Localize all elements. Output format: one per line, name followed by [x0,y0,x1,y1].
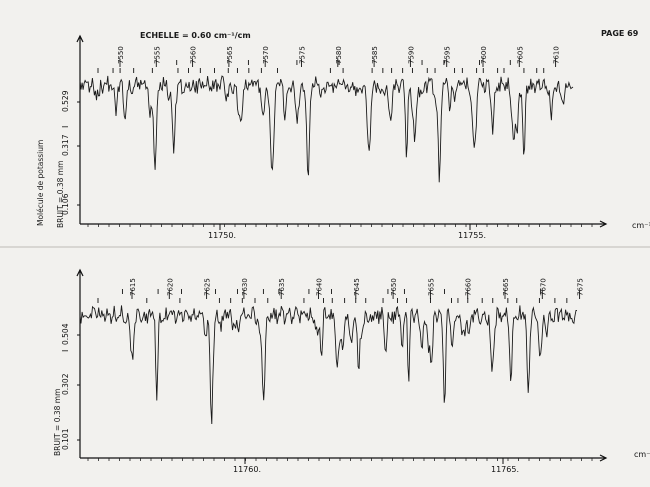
chart-1-line-label: 7585 [371,46,379,64]
divider [0,246,650,248]
chart-1-line-label: 7550 [117,46,125,64]
chart-1-y-arrow [76,34,84,43]
chart-2-line-label: 7625 [204,278,212,296]
scale-label: ECHELLE = 0.60 cm⁻¹/cm [140,31,251,40]
chart-1-line-label: 7590 [407,46,415,64]
chart-2-line-label: 7615 [129,278,137,296]
chart-1-line-label: 7565 [226,46,234,64]
chart-1-y-tick-label: 0.106 [61,193,70,215]
page-number: PAGE 69 [601,29,639,38]
chart-2-line-label: 7640 [316,278,324,296]
chart-2-x-tick-label: 11760. [233,465,261,474]
chart-2-line-label: 7650 [390,278,398,296]
chart-1-line-label: 7600 [480,46,488,64]
chart-1-y-tick-label: 0.317 [61,134,70,156]
chart-2-line-label: 7655 [427,278,435,296]
chart-2-line-label: 7645 [353,278,361,296]
chart-2-line-label: 7620 [166,278,174,296]
chart-2-line-label: 7675 [577,278,585,296]
chart-2-line-label: 7670 [539,278,547,296]
chart-2-y-tick-label: 0.302 [61,373,70,395]
chart-2-line-label: 7635 [278,278,286,296]
chart-2-line-label: 7665 [502,278,510,296]
chart-1-line-label: 7555 [153,46,161,64]
chart-2-spectrum-line [79,305,577,425]
chart-1-line-label: 7610 [553,46,561,64]
chart-2-y-label: I [61,350,70,352]
chart-2-x-unit-label: cm⁻ [634,450,650,459]
chart-2-y-tick-label: 0.101 [61,428,70,450]
chart-2-x-arrow [599,454,608,462]
chart-1-x-unit-label: cm⁻¹ [632,221,650,230]
chart-1-line-label: 7560 [190,46,198,64]
chart-1-line-label: 7575 [299,46,307,64]
chart-1-x-tick-label: 11750. [208,231,236,240]
chart-2-y-tick-label: 0.504 [61,323,70,345]
chart-2-x-tick-label: 11765. [491,465,519,474]
chart-2-line-label: 7630 [241,278,249,296]
chart-1-line-label: 7605 [516,46,524,64]
chart-1-line-label: 7570 [262,46,270,64]
chart-1-y-tick-label: 0.529 [61,90,70,112]
chart-1-x-arrow [599,220,608,228]
chart-1-x-tick-label: 11755. [458,231,486,240]
chart-2-y-arrow [76,268,84,277]
chart-1-y-label: I [61,126,70,128]
chart-1-line-label: 7595 [444,46,452,64]
chart-1-spectrum-line [79,75,574,183]
chart-1-line-label: 7580 [335,46,343,64]
chart-2-line-label: 7660 [465,278,473,296]
